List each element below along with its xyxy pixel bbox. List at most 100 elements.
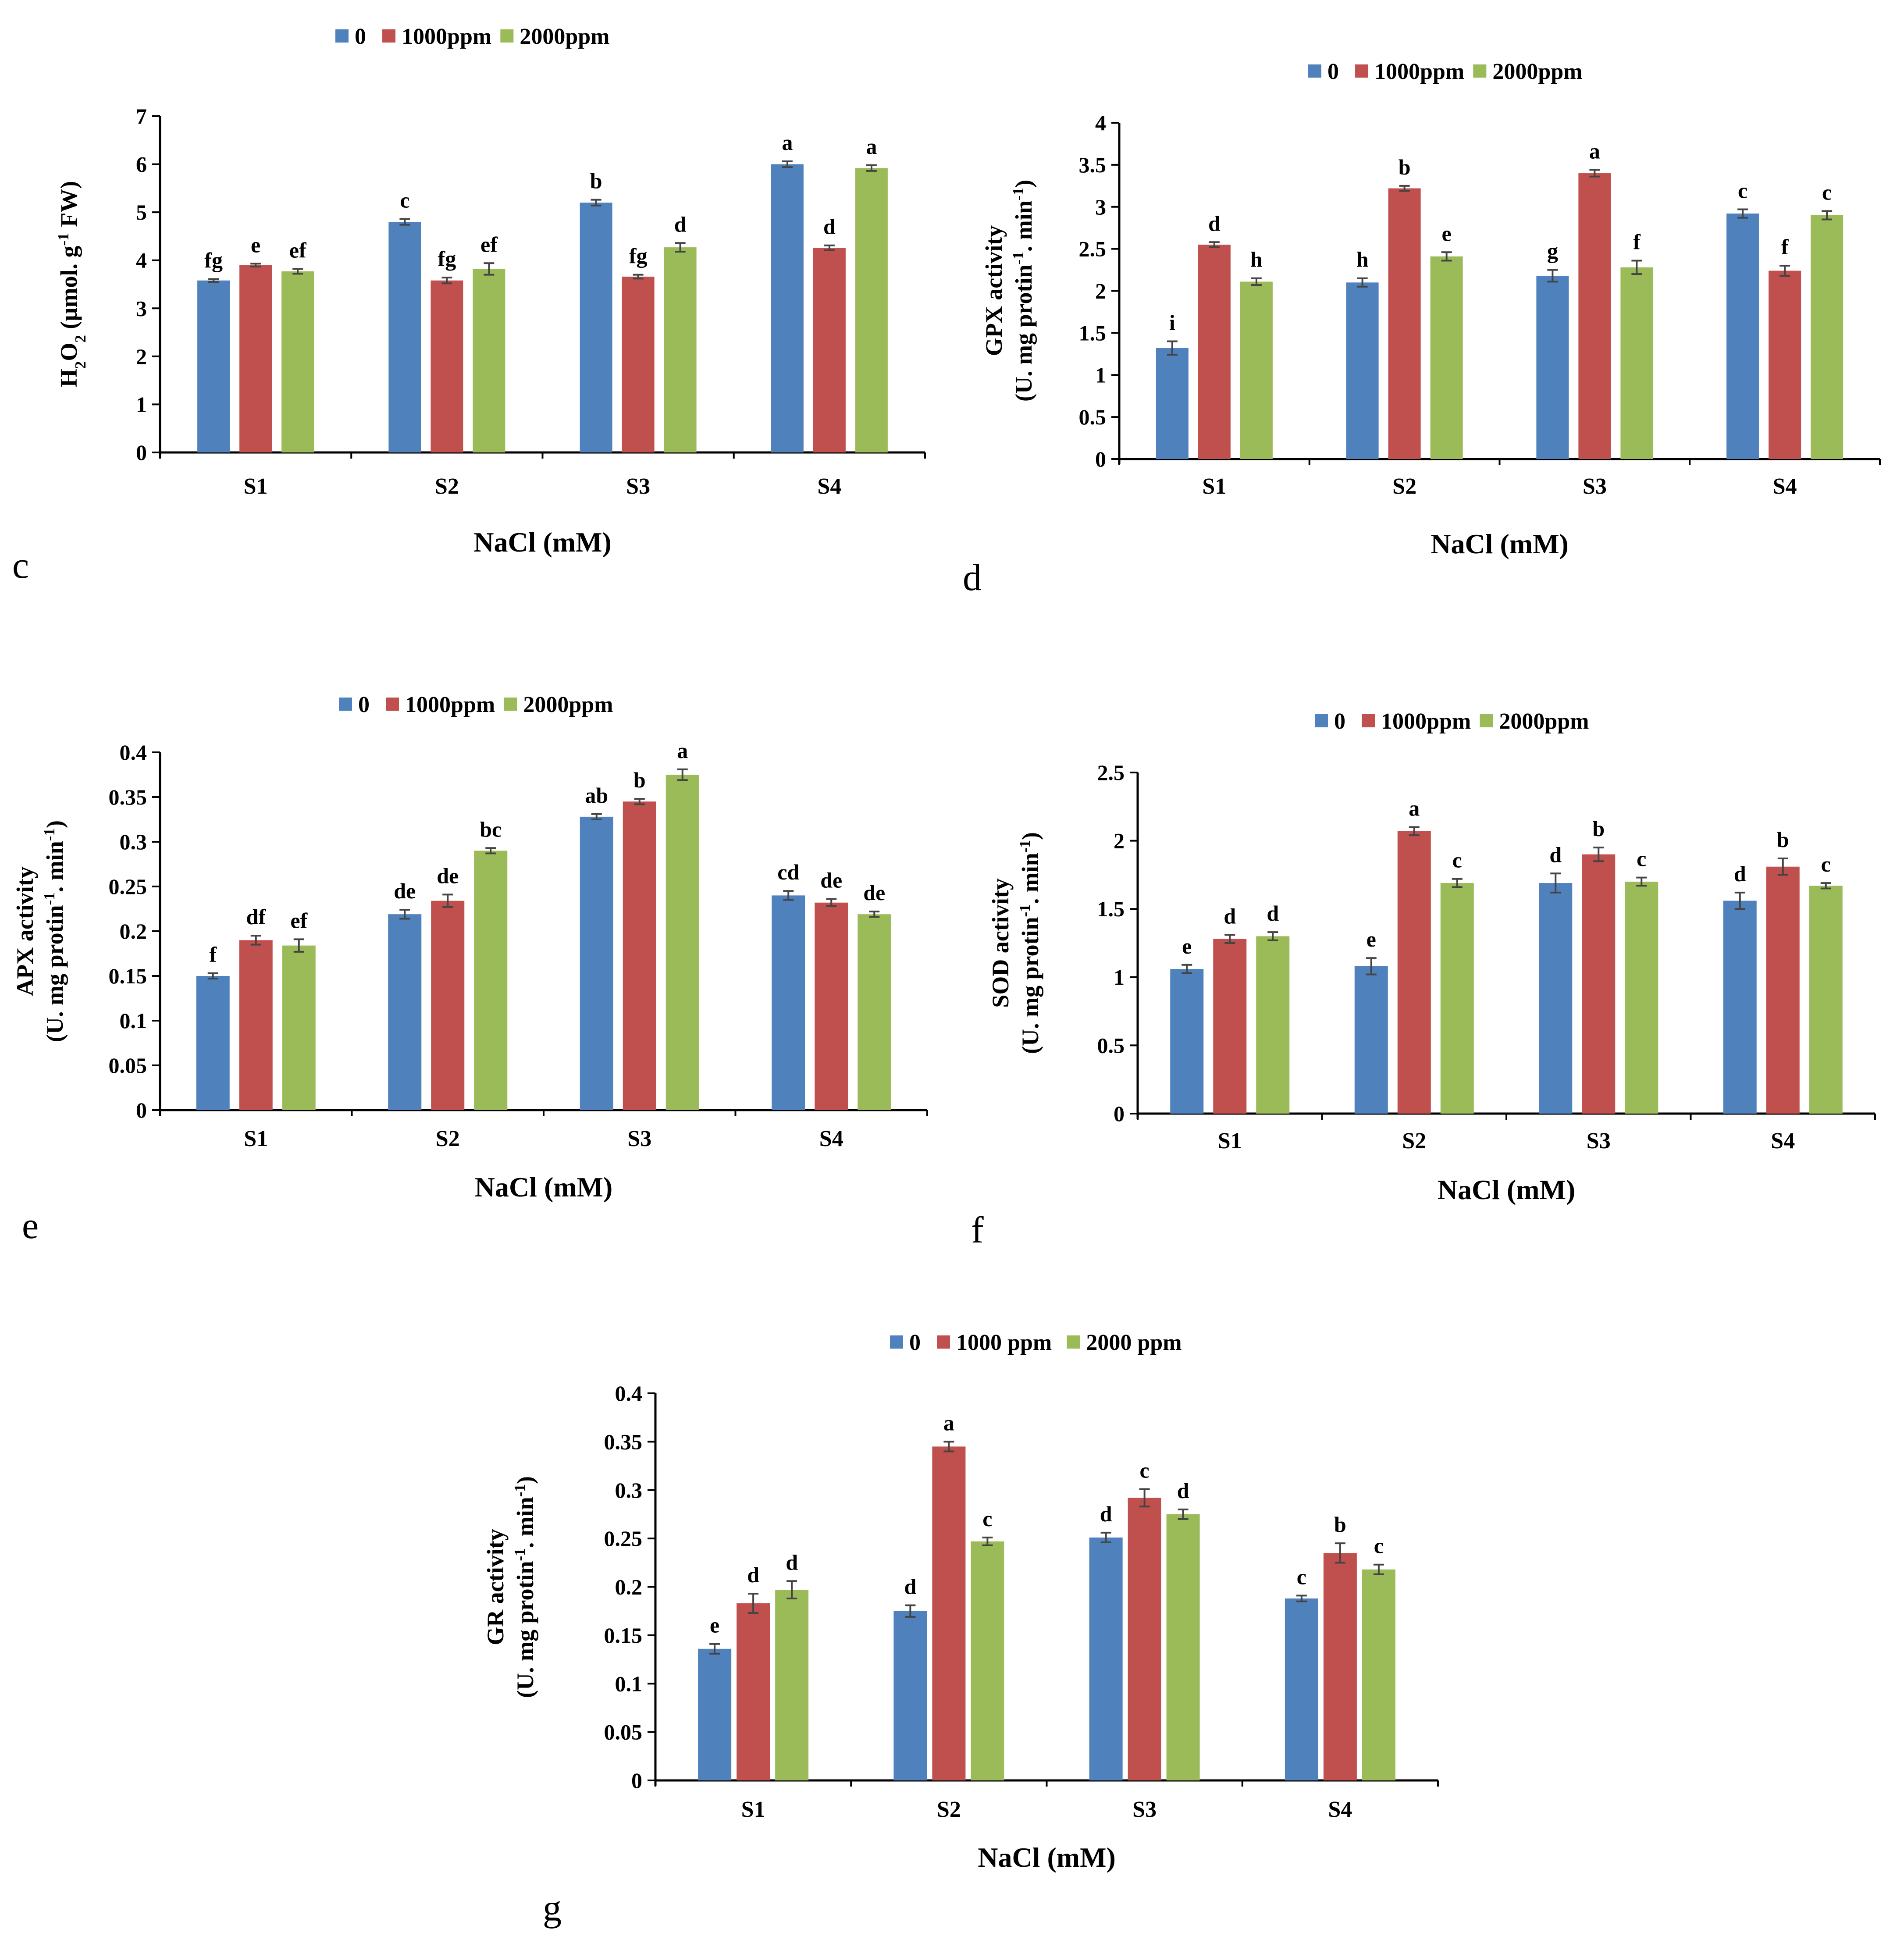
x-category-label: S3	[1583, 474, 1607, 499]
legend-label: 0	[1334, 709, 1345, 734]
y-tick-label: 3.5	[1079, 153, 1107, 177]
bar	[815, 902, 848, 1110]
y-tick-label: 2	[1114, 829, 1125, 853]
bar	[1440, 883, 1474, 1114]
y-tick-label: 1	[1114, 965, 1125, 990]
y-tick-label: 0	[136, 1098, 147, 1122]
y-tick-label: 2.5	[1079, 237, 1107, 261]
x-category-label: S3	[626, 474, 650, 499]
bar	[813, 248, 846, 452]
chart-d: 0 1000ppm 2000ppm 0 0.5 1 1.5 2 2.5 3 3.5 4 S1 S2 S3 S4…	[963, 59, 1881, 598]
y-tick-label: 0.35	[604, 1429, 643, 1454]
x-category-label: S2	[1392, 474, 1416, 499]
y-tick-label: 0.5	[1079, 405, 1107, 429]
bar	[1240, 281, 1273, 459]
significance-letter: c	[1452, 848, 1462, 872]
bar	[580, 816, 613, 1110]
significance-letter: d	[1177, 1478, 1189, 1503]
y-axis-title: GPX activity	[981, 225, 1007, 356]
bar	[1346, 282, 1379, 459]
legend-swatch	[1067, 1335, 1080, 1349]
x-category-label: S4	[1328, 1797, 1352, 1822]
y-tick-label: 4	[1095, 110, 1106, 135]
significance-letter: ef	[289, 238, 307, 262]
significance-letter: a	[1409, 796, 1420, 820]
x-axis-title: NaCl (mM)	[1438, 1174, 1576, 1205]
significance-letter: d	[823, 214, 836, 239]
significance-letter: c	[1738, 178, 1747, 203]
significance-letter: fg	[204, 248, 223, 272]
chart-c: 0 1000ppm 2000ppm 0 1 2 3 4 5 6 7 S1 S2 S3 S4 fg c b a e fg f…	[12, 24, 926, 586]
significance-letter: ab	[585, 783, 608, 808]
legend-label: 2000ppm	[523, 692, 613, 717]
bar	[1213, 939, 1247, 1114]
significance-letter: b	[590, 169, 602, 193]
bar	[431, 901, 465, 1110]
bar	[1170, 969, 1204, 1114]
significance-letter: a	[782, 130, 793, 155]
significance-letter: de	[863, 880, 885, 905]
x-category-label: S2	[436, 1126, 460, 1151]
legend-swatch	[1473, 64, 1487, 78]
y-tick-label: 7	[136, 104, 147, 128]
y-tick-label: 3	[1095, 195, 1106, 219]
y-tick-label: 0	[136, 440, 147, 465]
y-tick-label: 0.25	[604, 1526, 643, 1551]
significance-letter: a	[1589, 139, 1600, 163]
significance-letter: fg	[629, 244, 648, 268]
y-tick-label: 0.15	[604, 1623, 643, 1648]
significance-letter: c	[1822, 180, 1832, 204]
legend-label: 1000ppm	[1374, 59, 1464, 84]
x-category-label: S4	[1771, 1128, 1795, 1153]
significance-letter: c	[1637, 847, 1646, 871]
bar	[239, 265, 272, 452]
y-tick-label: 0	[1095, 447, 1106, 471]
significance-letter: a	[866, 134, 877, 159]
bar	[1323, 1553, 1357, 1780]
y-axis-title: (U. mg protin-1. min-1)	[1016, 832, 1044, 1054]
bar	[893, 1611, 927, 1780]
significance-letter: c	[1297, 1564, 1306, 1589]
significance-letter: d	[904, 1574, 916, 1598]
legend-swatch	[500, 29, 514, 43]
x-axis-title: NaCl (mM)	[978, 1842, 1116, 1873]
y-tick-label: 2	[136, 344, 147, 369]
bar	[1166, 1514, 1200, 1780]
legend-label: 1000ppm	[1381, 709, 1471, 734]
significance-letter: ef	[290, 908, 308, 933]
significance-letter: bc	[480, 817, 502, 841]
bar	[431, 280, 463, 452]
significance-letter: d	[1224, 904, 1236, 928]
bar	[1723, 901, 1757, 1114]
y-tick-label: 3	[136, 296, 147, 320]
significance-letter: b	[1334, 1512, 1346, 1537]
bar	[1089, 1537, 1123, 1780]
bar	[737, 1603, 770, 1780]
significance-letter: c	[982, 1506, 992, 1531]
y-tick-label: 0.25	[109, 874, 147, 899]
y-tick-label: 0	[1114, 1101, 1125, 1126]
significance-letter: c	[400, 188, 409, 212]
x-axis-title: NaCl (mM)	[1431, 528, 1569, 559]
significance-letter: e	[1442, 221, 1452, 246]
x-category-label: S4	[1773, 474, 1797, 499]
significance-letter: d	[786, 1550, 798, 1574]
significance-letter: f	[209, 942, 217, 967]
legend-swatch	[1315, 714, 1328, 727]
y-tick-label: 1.5	[1097, 897, 1125, 921]
legend-label: 2000ppm	[520, 24, 609, 49]
bar	[1156, 348, 1189, 459]
significance-letter: ef	[480, 232, 498, 256]
bar	[239, 940, 273, 1110]
y-tick-label: 0.3	[615, 1478, 643, 1502]
panel-label: g	[543, 1887, 562, 1929]
significance-letter: d	[1549, 842, 1562, 867]
y-axis-title: H2O2 (µmol. g-1 FW)	[55, 181, 89, 387]
bar	[666, 775, 699, 1110]
significance-letter: d	[1208, 211, 1221, 235]
legend-label: 2000ppm	[1492, 59, 1582, 84]
x-category-label: S1	[1202, 474, 1226, 499]
legend-label: 1000 ppm	[956, 1330, 1052, 1355]
legend-swatch	[1362, 714, 1375, 727]
